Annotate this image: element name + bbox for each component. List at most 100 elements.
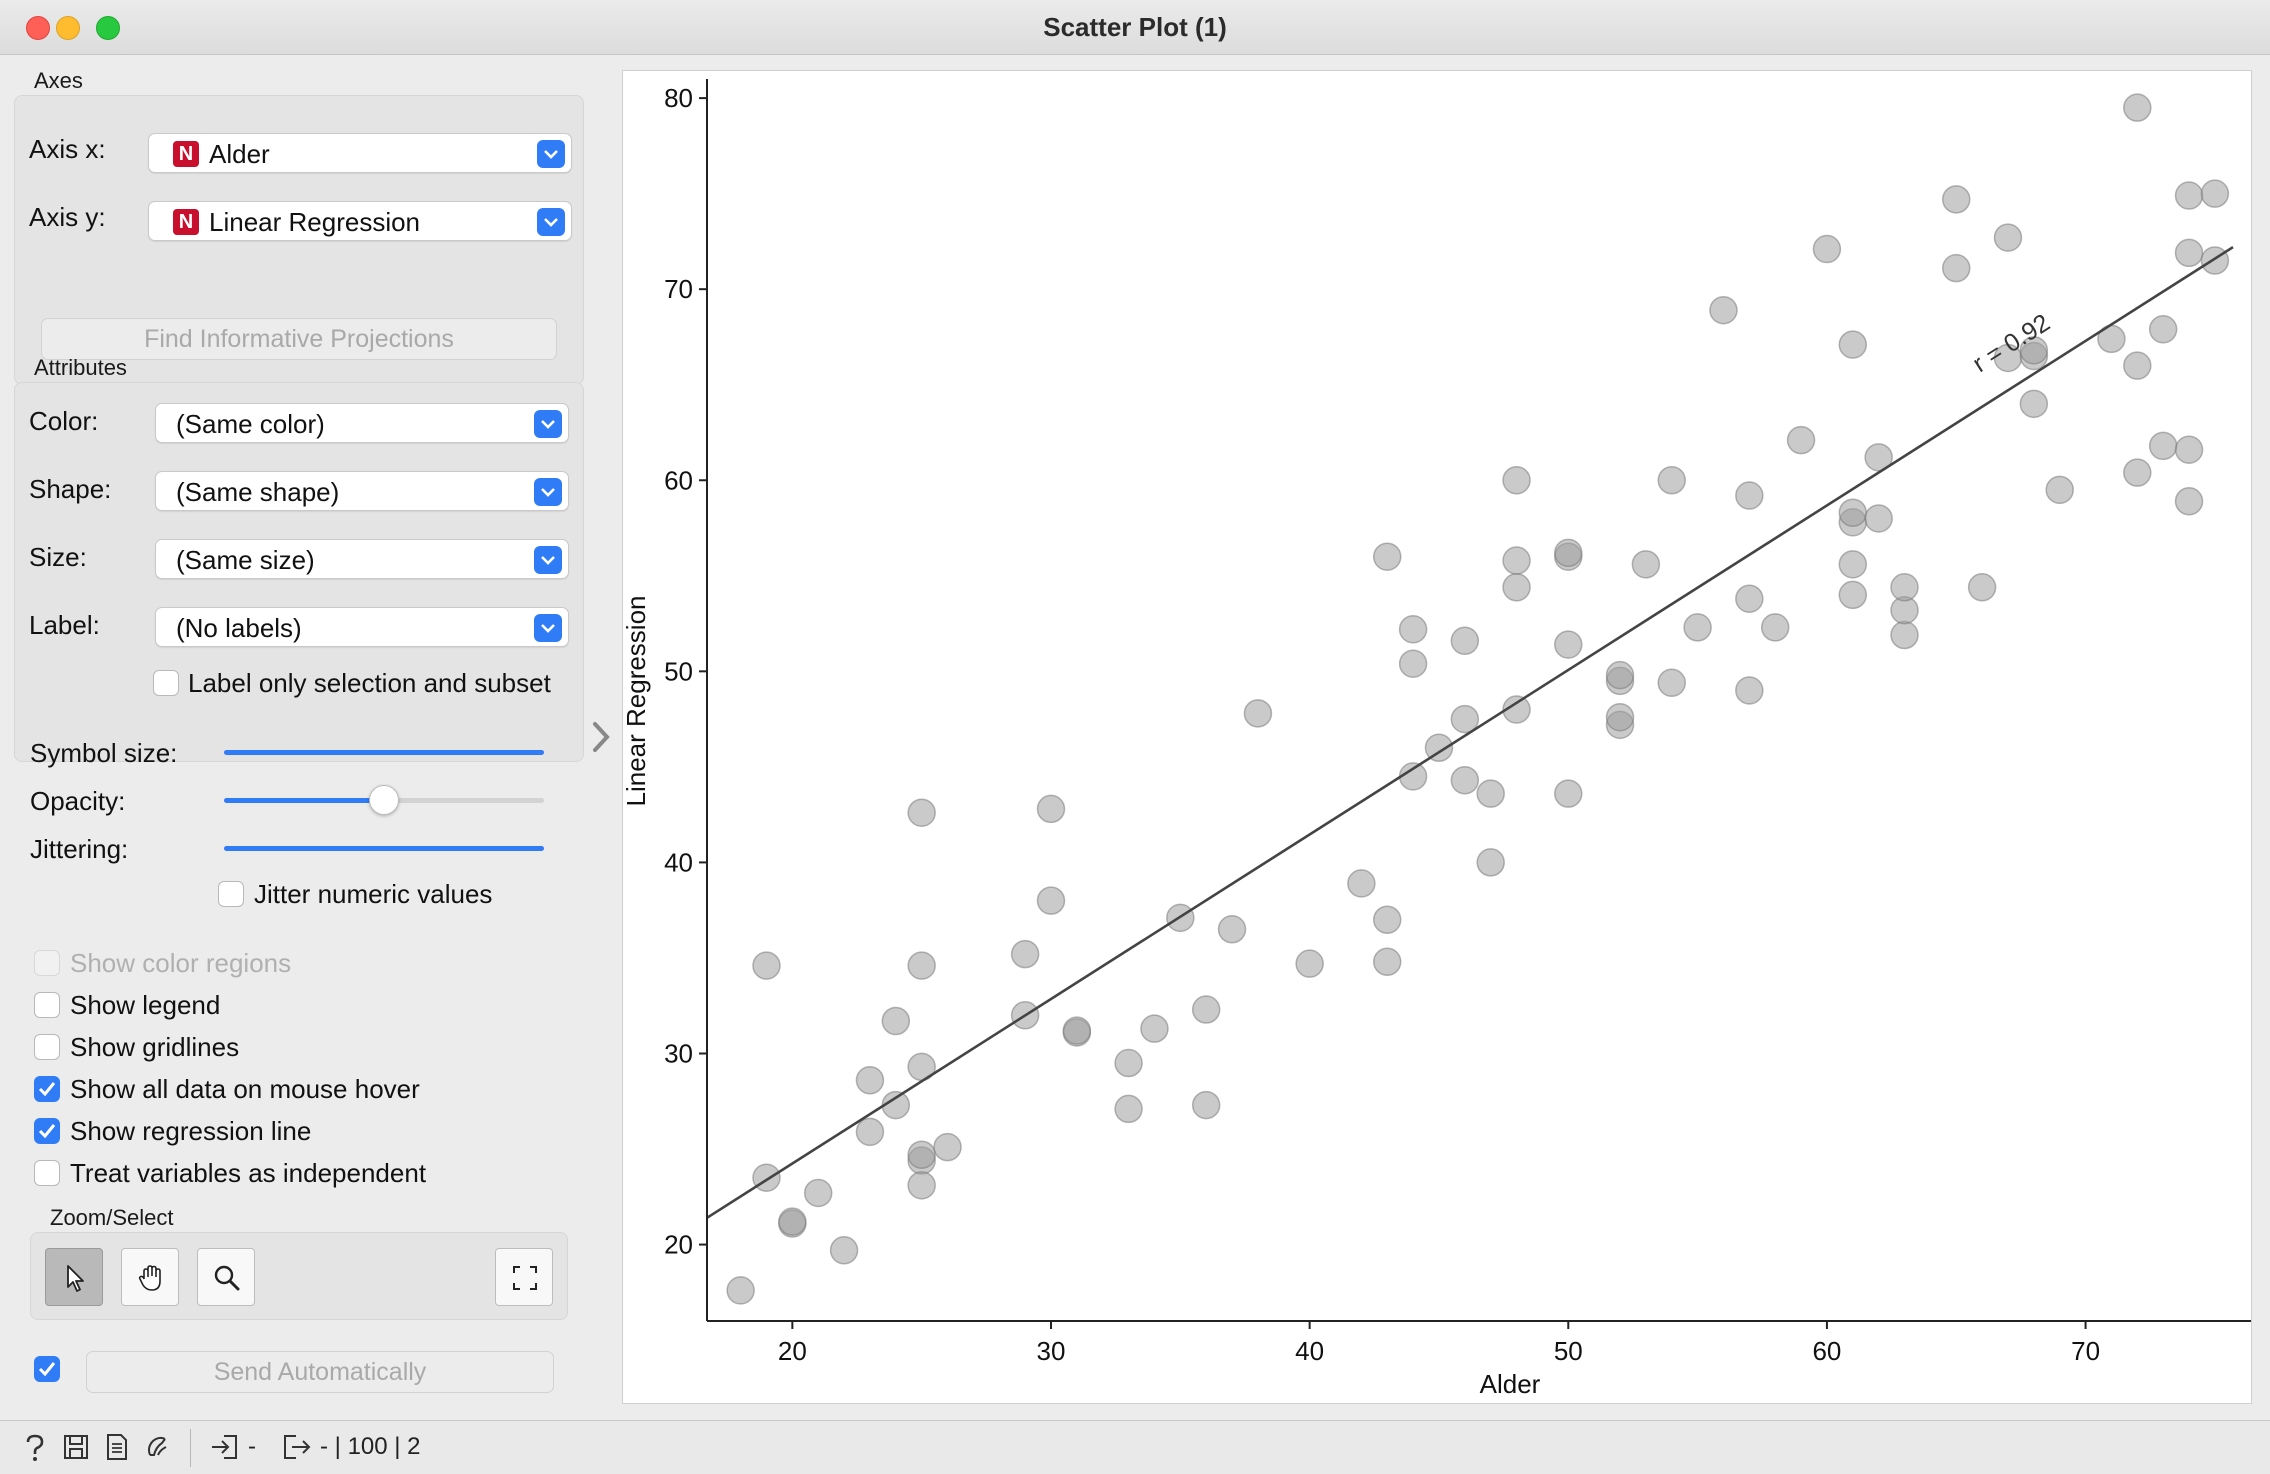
jittering-slider[interactable] — [224, 846, 544, 851]
data-point[interactable] — [1605, 660, 1635, 690]
data-point[interactable] — [1967, 573, 1997, 602]
data-point[interactable] — [1036, 886, 1066, 915]
data-point[interactable] — [2123, 93, 2152, 122]
show-gridlines-checkbox[interactable] — [34, 1034, 60, 1060]
data-point[interactable] — [2123, 458, 2152, 487]
label-combo[interactable]: (No labels) — [155, 607, 569, 647]
data-point[interactable] — [1502, 466, 1531, 495]
data-point[interactable] — [2200, 246, 2230, 275]
plot-area[interactable]: r = 0.92 20 30 40 50 60 70 20 30 40 50 60 70 80 Alde… — [622, 70, 2252, 1404]
data-point[interactable] — [1398, 615, 1428, 644]
data-point[interactable] — [1450, 704, 1480, 734]
data-point[interactable] — [2045, 475, 2074, 505]
data-point[interactable] — [2200, 179, 2230, 208]
show-all-data-hover-checkbox[interactable] — [34, 1076, 60, 1102]
data-point[interactable] — [2174, 487, 2204, 516]
data-point[interactable] — [1735, 481, 1764, 510]
send-automatically-checkbox[interactable] — [34, 1356, 60, 1382]
data-point[interactable] — [1502, 573, 1531, 602]
data-point[interactable] — [803, 1178, 833, 1208]
data-point[interactable] — [1062, 1016, 1092, 1045]
data-point[interactable] — [1683, 613, 1712, 642]
label-only-selection-checkbox[interactable] — [153, 670, 179, 696]
data-point[interactable] — [1993, 223, 2023, 252]
data-point[interactable] — [1838, 580, 1868, 610]
data-point[interactable] — [907, 951, 936, 980]
treat-independent-checkbox[interactable] — [34, 1160, 60, 1186]
data-point[interactable] — [1657, 466, 1686, 495]
data-point[interactable] — [1554, 630, 1583, 659]
send-automatically-button[interactable]: Send Automatically — [86, 1351, 554, 1393]
pan-tool-button[interactable] — [121, 1248, 179, 1306]
data-point[interactable] — [1295, 949, 1324, 978]
data-point[interactable] — [726, 1276, 755, 1305]
close-window-button[interactable] — [26, 16, 50, 40]
data-point[interactable] — [1476, 779, 1505, 808]
data-point[interactable] — [1347, 869, 1376, 898]
data-point[interactable] — [1760, 613, 1790, 642]
data-point[interactable] — [2174, 238, 2204, 268]
data-point[interactable] — [2019, 336, 2049, 365]
color-combo[interactable]: (Same color) — [155, 403, 569, 443]
help-icon[interactable] — [24, 1433, 46, 1463]
data-point[interactable] — [1114, 1048, 1143, 1078]
save-icon[interactable] — [62, 1433, 90, 1461]
data-point[interactable] — [1450, 626, 1480, 656]
opacity-slider-knob[interactable] — [369, 785, 399, 815]
zoom-tool-button[interactable] — [197, 1248, 255, 1306]
data-point[interactable] — [1657, 668, 1686, 698]
data-point[interactable] — [1554, 538, 1583, 568]
data-point[interactable] — [1864, 504, 1893, 533]
data-point[interactable] — [1838, 550, 1868, 579]
data-point[interactable] — [752, 951, 781, 980]
axis-x-combo[interactable]: N Alder — [148, 133, 572, 173]
axis-y-combo[interactable]: N Linear Regression — [148, 201, 572, 241]
data-point[interactable] — [1191, 995, 1221, 1024]
data-point[interactable] — [1942, 185, 1971, 214]
data-point[interactable] — [1036, 794, 1066, 824]
data-point[interactable] — [1890, 573, 1919, 602]
data-point[interactable] — [1554, 779, 1583, 808]
symbol-size-slider[interactable] — [224, 750, 544, 755]
data-point[interactable] — [1502, 695, 1531, 724]
data-point[interactable] — [1942, 253, 1971, 283]
report-icon[interactable] — [104, 1433, 130, 1461]
chevron-right-icon[interactable] — [590, 720, 614, 754]
data-point[interactable] — [881, 1006, 911, 1036]
data-point[interactable] — [2148, 431, 2178, 461]
show-color-regions-checkbox[interactable] — [34, 950, 60, 976]
data-point[interactable] — [1735, 676, 1764, 705]
data-point[interactable] — [1631, 550, 1661, 579]
show-regression-line-checkbox[interactable] — [34, 1118, 60, 1144]
data-point[interactable] — [1140, 1014, 1169, 1043]
data-point[interactable] — [2174, 435, 2204, 464]
data-point[interactable] — [1191, 1090, 1221, 1120]
data-point[interactable] — [1812, 234, 1842, 264]
visual-settings-icon[interactable] — [144, 1433, 172, 1461]
data-point[interactable] — [2174, 181, 2204, 210]
show-legend-checkbox[interactable] — [34, 992, 60, 1018]
data-point[interactable] — [907, 1140, 936, 1170]
opacity-slider[interactable] — [224, 785, 544, 815]
pointer-tool-button[interactable] — [45, 1248, 103, 1306]
data-point[interactable] — [1890, 620, 1919, 650]
data-point[interactable] — [778, 1207, 807, 1236]
data-point[interactable] — [1709, 295, 1738, 325]
data-point[interactable] — [1735, 584, 1764, 613]
data-point[interactable] — [2019, 389, 2049, 419]
find-informative-projections-button[interactable]: Find Informative Projections — [41, 318, 557, 360]
data-point[interactable] — [1217, 915, 1247, 944]
data-point[interactable] — [829, 1236, 859, 1265]
zoom-window-button[interactable] — [96, 16, 120, 40]
shape-combo[interactable]: (Same shape) — [155, 471, 569, 511]
data-point[interactable] — [1838, 498, 1868, 527]
jitter-numeric-checkbox[interactable] — [218, 881, 244, 907]
data-point[interactable] — [1424, 733, 1454, 763]
data-point[interactable] — [1372, 905, 1402, 934]
data-point[interactable] — [1450, 766, 1480, 795]
data-point[interactable] — [855, 1065, 885, 1095]
size-combo[interactable]: (Same size) — [155, 539, 569, 579]
minimize-window-button[interactable] — [56, 16, 80, 40]
data-point[interactable] — [1502, 546, 1531, 575]
